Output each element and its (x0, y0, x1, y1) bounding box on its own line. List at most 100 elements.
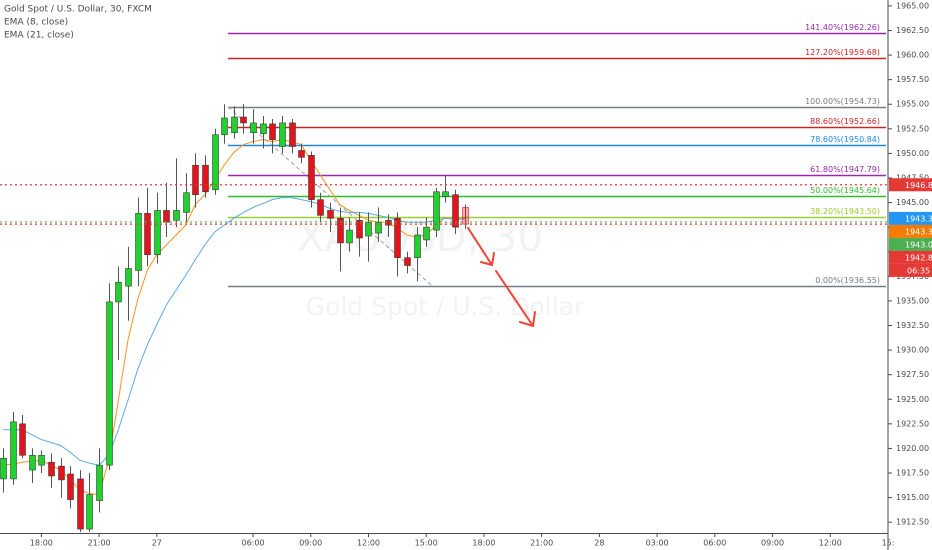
candle-body (135, 213, 142, 271)
candle-body (86, 494, 93, 530)
x-tick-label: 21:00 (88, 539, 111, 548)
candle-body (414, 234, 421, 258)
y-tick-label: 1932.50 (896, 321, 929, 330)
candle-body (115, 281, 122, 303)
x-tick-label: 09:00 (761, 539, 784, 548)
candle-body (38, 455, 45, 466)
x-tick-label: 18:00 (30, 539, 53, 548)
x-tick-label: 09:00 (299, 539, 322, 548)
candle-body (67, 473, 74, 500)
price-badge-label: 1946.81 (905, 181, 932, 190)
candle-body (231, 116, 238, 134)
y-tick-label: 1915.00 (896, 493, 929, 502)
candle-body (298, 150, 305, 158)
y-tick-label: 1950.00 (896, 149, 929, 158)
candle-body (308, 155, 315, 200)
candle-body (365, 221, 372, 237)
candle-body (346, 229, 353, 244)
countdown-badge (889, 263, 932, 277)
y-tick-label: 1925.00 (896, 395, 929, 404)
x-tick-label: 18:00 (472, 539, 495, 548)
candle-body (240, 116, 247, 124)
candle-body (250, 122, 257, 134)
y-tick-label: 1965.00 (896, 1, 929, 10)
candle-body (279, 122, 286, 147)
y-tick-label: 1917.50 (896, 469, 929, 478)
arrow-annotation (467, 227, 536, 328)
y-tick-label: 1935.00 (896, 296, 929, 305)
legend: Gold Spot / U.S. Dollar, 30, FXCM EMA (8… (4, 5, 152, 41)
x-tick-label: 15:00 (415, 539, 438, 548)
x-tick-label: 28 (594, 539, 604, 548)
fib-label: 50.00%(1945.64) (810, 186, 880, 195)
price-badge (889, 250, 932, 264)
y-tick-label: 1947.50 (896, 173, 929, 182)
candle-body (385, 219, 392, 226)
candle-body (356, 219, 363, 239)
candle-body (423, 226, 430, 241)
y-tick-label: 1960.00 (896, 51, 929, 60)
x-tick-label: 27 (152, 539, 162, 548)
y-tick-label: 1945.00 (896, 198, 929, 207)
candle-body (433, 191, 440, 231)
x-tick-label: 12:00 (819, 539, 842, 548)
y-tick-label: 1957.50 (896, 75, 929, 84)
x-tick-label: 12:00 (357, 539, 380, 548)
chart-title: Gold Spot / U.S. Dollar, 30, FXCM (4, 5, 152, 15)
price-badge-label: 1942.81 (905, 253, 932, 262)
legend-entry: EMA (8, close) (4, 18, 68, 28)
x-tick-label: 21:00 (530, 539, 553, 548)
candle-body (452, 194, 459, 228)
y-tick-label: 1927.50 (896, 370, 929, 379)
plot-area: XAUUSD, 30 Gold Spot / U.S. Dollar 141.4… (0, 23, 888, 533)
countdown-label: 06:35 (907, 266, 930, 275)
candle-body (154, 210, 161, 255)
candle-body (337, 218, 344, 244)
candle-body (212, 134, 219, 191)
price-badge (889, 178, 932, 192)
ema-line (2, 197, 465, 466)
fib-label: 0.00%(1936.55) (815, 276, 880, 285)
y-tick-label: 1920.00 (896, 444, 929, 453)
x-tick-label: 15: (882, 539, 895, 548)
y-tick-label: 1952.50 (896, 124, 929, 133)
price-badge-label: 1943.37 (905, 227, 932, 236)
candle-body (173, 210, 180, 221)
fib-label: 100.00%(1954.73) (805, 97, 880, 106)
fib-label: 78.60%(1950.84) (810, 135, 880, 144)
arrow-head (480, 252, 495, 267)
candle-body (29, 455, 36, 471)
candle-body (183, 192, 190, 213)
y-tick-label: 1955.00 (896, 100, 929, 109)
price-badge (889, 211, 932, 225)
fib-label: 38.20%(1943.50) (810, 207, 880, 216)
candle-body (394, 218, 401, 258)
arrow-line (495, 270, 534, 327)
candle-body (163, 210, 170, 223)
candle-body (48, 461, 55, 477)
x-tick-label: 06:00 (241, 539, 264, 548)
candle-body (192, 164, 199, 196)
price-badge-label: 1943.39 (905, 214, 932, 223)
candle-body (202, 164, 209, 193)
candle-body (317, 199, 324, 216)
x-tick-label: 03:00 (646, 539, 669, 548)
candle-body (442, 191, 449, 197)
candle-body (58, 465, 65, 481)
candle-body (77, 478, 84, 530)
y-tick-label: 1922.50 (896, 419, 929, 428)
y-tick-label: 1912.50 (896, 518, 929, 527)
watermark: Gold Spot / U.S. Dollar (306, 292, 585, 321)
candle-body (221, 117, 228, 136)
arrow-line (467, 227, 493, 266)
candle-body (269, 123, 276, 140)
candle-body (19, 423, 26, 456)
fib-label: 61.80%(1947.79) (810, 165, 880, 174)
price-badge (889, 224, 932, 238)
fib-label: 88.60%(1952.66) (810, 117, 880, 126)
candle-body (404, 257, 411, 266)
fib-label: 127.20%(1959.68) (805, 48, 880, 57)
